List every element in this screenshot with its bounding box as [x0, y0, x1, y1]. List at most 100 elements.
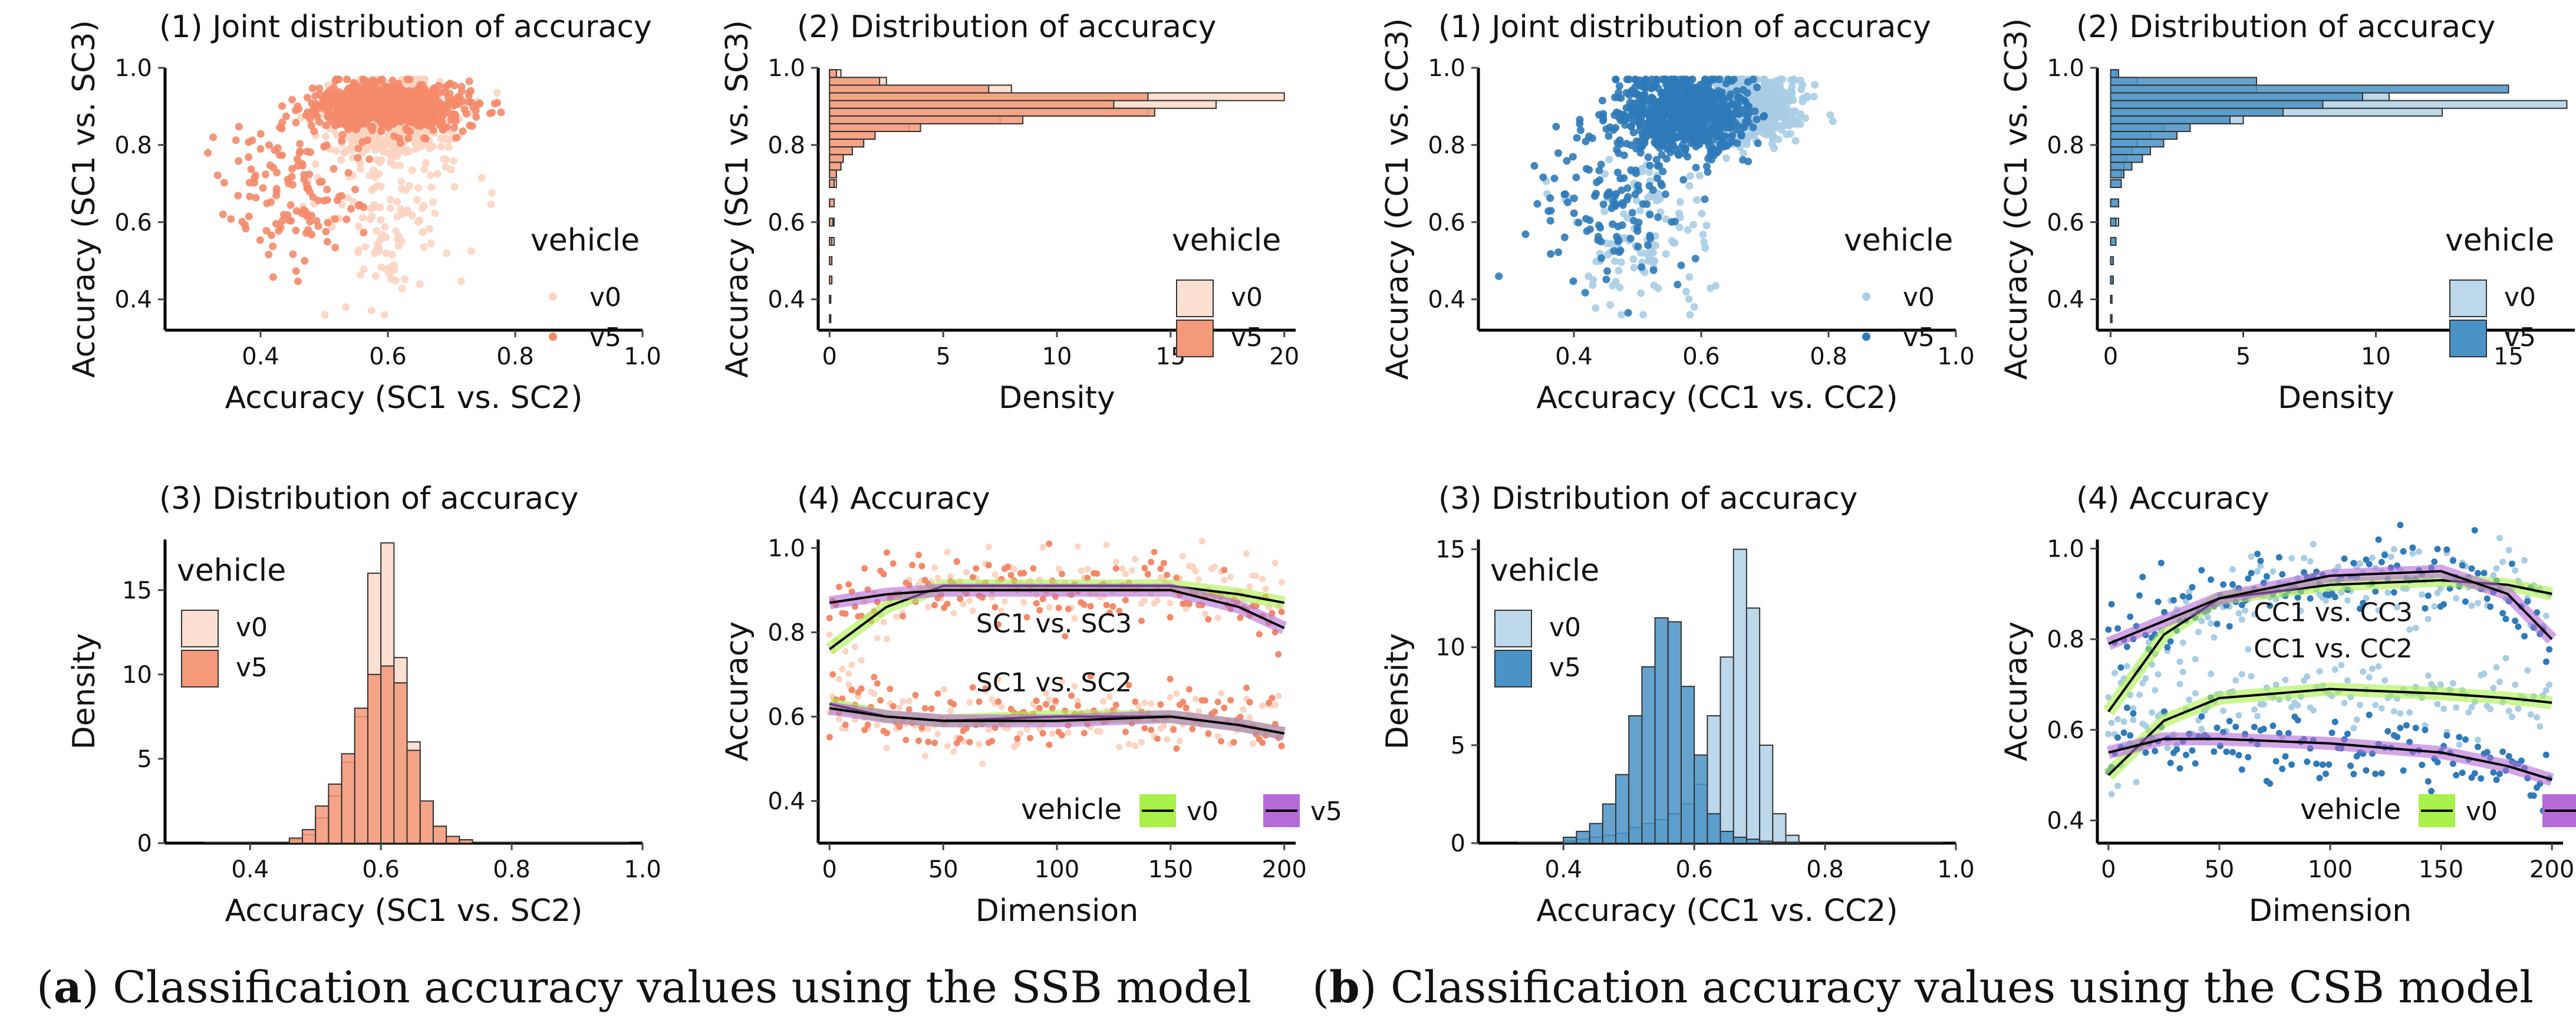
- point-v5: [1583, 227, 1591, 235]
- dot-v5 CC1 vs. CC2: [2114, 734, 2122, 741]
- point-v5: [1734, 101, 1742, 110]
- y-tick-label: 0.4: [767, 788, 805, 815]
- point-v5: [393, 83, 401, 91]
- point-v5: [399, 91, 407, 99]
- point-v5: [493, 98, 502, 107]
- point-v5: [1662, 101, 1671, 109]
- point-v5: [1723, 142, 1731, 150]
- dot-v5 SC1 vs. SC2: [966, 739, 973, 746]
- smooth-v5 CC1 vs. CC3: [2108, 570, 2553, 645]
- dot-v0 SC1 vs. SC3: [1055, 565, 1062, 573]
- dot-v5 CC1 vs. CC3: [2381, 551, 2389, 558]
- dot-v5 SC1 vs. SC3: [1112, 565, 1119, 572]
- dot-v5 CC1 vs. CC2: [2182, 751, 2189, 758]
- dot-v0 SC1 vs. SC3: [925, 604, 932, 611]
- dot-v5 SC1 vs. SC2: [925, 738, 932, 745]
- point-v0: [431, 209, 439, 218]
- point-v0: [420, 243, 428, 251]
- point-v5: [429, 126, 437, 134]
- point-v0: [1632, 196, 1641, 205]
- point-v5: [310, 127, 318, 136]
- dot-v5 SC1 vs. SC3: [1007, 571, 1014, 578]
- y-tick-label: 0.8: [767, 619, 805, 646]
- point-v5: [348, 85, 356, 94]
- point-v5: [1701, 195, 1709, 203]
- point-v5: [450, 124, 459, 132]
- legend-title: vehicle: [1844, 223, 1953, 258]
- point-v5: [272, 187, 281, 196]
- point-v5: [1663, 119, 1672, 127]
- point-v0: [1740, 149, 1748, 157]
- dot-v5 CC1 vs. CC3: [2213, 620, 2221, 627]
- dot-v0 CC1 vs. CC3: [2512, 567, 2519, 574]
- point-v5: [1495, 272, 1503, 281]
- dot-v5 SC1 vs. SC2: [1170, 726, 1177, 733]
- point-v5: [234, 192, 242, 200]
- point-v5: [265, 141, 273, 149]
- point-v5: [1603, 267, 1612, 275]
- dot-v0 SC1 vs. SC2: [1275, 693, 1282, 700]
- x-tick-label: 15: [2493, 343, 2524, 370]
- dot-v0 CC1 vs. CC2: [2198, 725, 2205, 732]
- dot-v5 SC1 vs. SC2: [1132, 698, 1139, 705]
- point-v5: [292, 207, 301, 215]
- point-v5: [1597, 160, 1605, 169]
- point-v5: [497, 108, 505, 117]
- dot-v5 CC1 vs. CC2: [2394, 733, 2401, 741]
- bar-v5: [393, 682, 408, 844]
- dot-v0 SC1 vs. SC3: [1195, 576, 1203, 583]
- dot-v5 CC1 vs. CC2: [2344, 731, 2351, 738]
- bar-v5: [829, 100, 1115, 109]
- dot-v0 SC1 vs. SC2: [1195, 708, 1203, 715]
- point-v0: [354, 246, 363, 254]
- dot-v5 SC1 vs. SC2: [1185, 686, 1193, 693]
- dot-v0 SC1 vs. SC3: [1211, 563, 1218, 570]
- point-v0: [368, 212, 376, 221]
- dot-v5 SC1 vs. SC2: [883, 729, 890, 736]
- x-tick-label: 0.4: [242, 343, 279, 370]
- y-tick-label: 0.6: [767, 703, 805, 731]
- point-v5: [285, 179, 293, 187]
- point-v0: [1620, 210, 1628, 218]
- dot-v0 SC1 vs. SC2: [1249, 741, 1256, 748]
- dot-v0 CC1 vs. CC3: [2307, 558, 2314, 565]
- dot-v5 SC1 vs. SC2: [950, 701, 957, 708]
- dot-v5 CC1 vs. CC2: [2130, 710, 2137, 717]
- point-v5: [1714, 104, 1722, 112]
- dot-v5 CC1 vs. CC2: [2304, 758, 2311, 765]
- dot-v0 CC1 vs. CC3: [2257, 562, 2264, 570]
- dot-v5 SC1 vs. SC2: [976, 698, 983, 705]
- smooth-v5 CC1 vs. CC2: [2108, 738, 2552, 781]
- dot-v0 SC1 vs. SC2: [994, 676, 1002, 683]
- dot-v0 SC1 vs. SC2: [1023, 726, 1030, 733]
- dot-v0 CC1 vs. CC3: [2111, 669, 2118, 676]
- dot-v0 SC1 vs. SC2: [1065, 729, 1072, 736]
- x-tick-label: 0.6: [1675, 856, 1713, 883]
- dot-v5 CC1 vs. CC3: [2127, 613, 2134, 620]
- dot-v5 CC1 vs. CC3: [2279, 571, 2286, 578]
- dot-v5 SC1 vs. SC2: [1269, 695, 1276, 702]
- dot-v0 CC1 vs. CC2: [2546, 681, 2553, 688]
- dot-v0 CC1 vs. CC2: [2341, 699, 2348, 706]
- dot-v0 SC1 vs. SC3: [1262, 585, 1269, 593]
- point-v0: [1783, 130, 1791, 139]
- dot-v0 CC1 vs. CC2: [2406, 709, 2413, 716]
- dot-v5 CC1 vs. CC2: [2152, 748, 2159, 755]
- dot-v5 SC1 vs. SC2: [1039, 730, 1046, 737]
- dot-v5 SC1 vs. SC2: [896, 723, 903, 730]
- dot-v5 SC1 vs. SC2: [1074, 702, 1081, 709]
- point-v0: [391, 227, 400, 235]
- dot-v0 CC1 vs. CC3: [2387, 553, 2394, 560]
- chart-title: (3) Distribution of accuracy: [159, 481, 578, 516]
- dot-v5 SC1 vs. SC2: [931, 739, 938, 746]
- point-v5: [355, 200, 364, 209]
- point-v5: [1678, 127, 1686, 136]
- point-v5: [1698, 108, 1706, 117]
- point-v5: [1652, 128, 1660, 136]
- dot-v5 CC1 vs. CC2: [2403, 722, 2410, 729]
- point-v5: [1581, 288, 1589, 297]
- dot-v0 SC1 vs. SC3: [963, 568, 970, 575]
- point-v5: [1734, 121, 1742, 130]
- dot-v5 CC1 vs. CC3: [2542, 658, 2549, 665]
